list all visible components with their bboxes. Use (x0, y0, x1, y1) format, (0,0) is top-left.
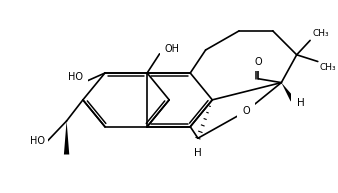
Text: H: H (297, 98, 305, 108)
Text: OH: OH (164, 44, 179, 54)
Polygon shape (281, 83, 295, 101)
Text: HO: HO (30, 136, 46, 146)
Text: O: O (242, 106, 250, 116)
Polygon shape (64, 121, 69, 155)
Text: O: O (255, 57, 262, 67)
Text: CH₃: CH₃ (312, 30, 329, 38)
Text: CH₃: CH₃ (320, 63, 336, 72)
Text: HO: HO (68, 72, 83, 82)
Text: H: H (194, 148, 202, 158)
